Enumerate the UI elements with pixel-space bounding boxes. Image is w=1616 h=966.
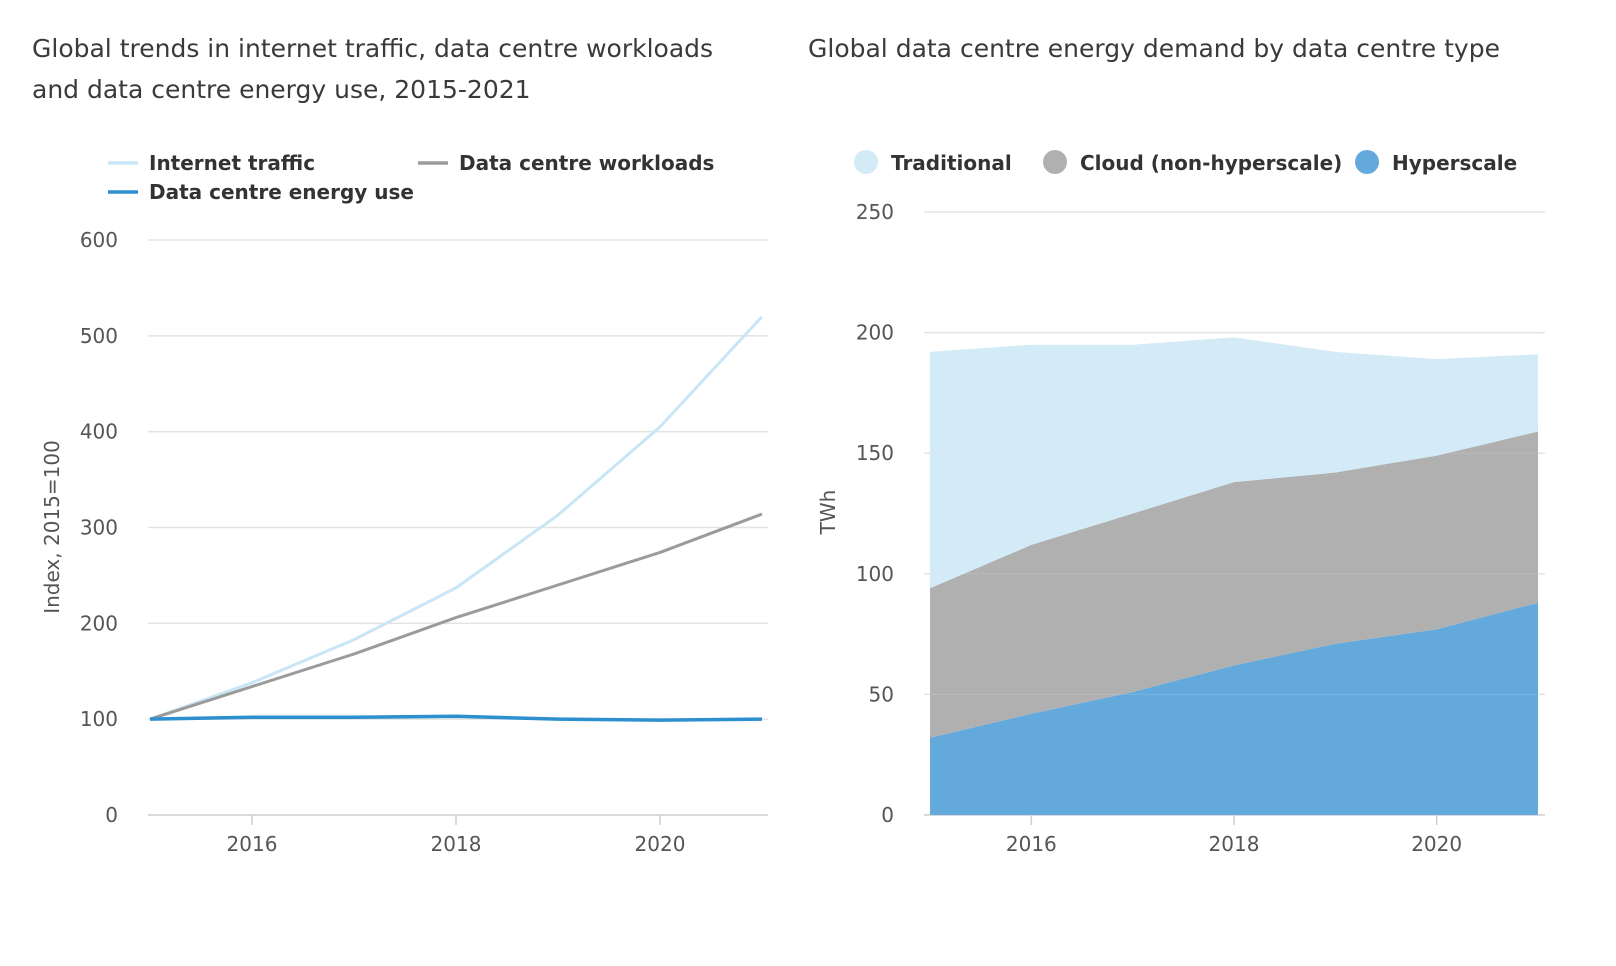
left-y-tick-400: 400 xyxy=(80,420,118,444)
line-data-centre-workloads xyxy=(149,512,763,721)
left-x-tick-2020: 2020 xyxy=(635,832,686,856)
right-y-tick-150: 150 xyxy=(856,441,894,465)
right-y-tick-50: 50 xyxy=(869,682,894,706)
legend-label-hyperscale: Hyperscale xyxy=(1392,151,1517,175)
left-x-tick-2018: 2018 xyxy=(431,832,482,856)
right-chart-title: Global data centre energy demand by data… xyxy=(808,34,1500,63)
right-x-tick-2018: 2018 xyxy=(1209,832,1260,856)
legend-dot-hyperscale xyxy=(1355,150,1379,174)
legend-dot-traditional xyxy=(854,150,878,174)
legend-label-data-centre-energy-use: Data centre energy use xyxy=(149,180,414,204)
right-y-tick-100: 100 xyxy=(856,562,894,586)
left-chart-title: Global trends in internet traffic, data … xyxy=(32,34,714,104)
left-y-axis-title: Index, 2015=100 xyxy=(40,440,64,614)
right-y-tick-200: 200 xyxy=(856,321,894,345)
left-y-tick-200: 200 xyxy=(80,611,118,635)
right-x-tick-2020: 2020 xyxy=(1411,832,1462,856)
area-traditional xyxy=(930,337,1538,589)
legend-label-cloud-non-hyperscale: Cloud (non-hyperscale) xyxy=(1080,151,1342,175)
left-y-tick-500: 500 xyxy=(80,324,118,348)
legend-label-traditional: Traditional xyxy=(891,151,1012,175)
left-y-tick-0: 0 xyxy=(105,803,118,827)
right-y-axis-title: TWh xyxy=(816,490,840,536)
left-y-tick-300: 300 xyxy=(80,516,118,540)
legend-label-internet-traffic: Internet traffic xyxy=(149,151,315,175)
line-internet-traffic xyxy=(149,315,764,721)
right-y-tick-0: 0 xyxy=(881,803,894,827)
right-x-tick-2016: 2016 xyxy=(1006,832,1057,856)
right-y-tick-250: 250 xyxy=(856,200,894,224)
left-y-tick-600: 600 xyxy=(80,228,118,252)
legend-dot-cloud-non-hyperscale xyxy=(1043,150,1067,174)
line-data-centre-energy-use xyxy=(149,714,763,722)
area-hyperscale xyxy=(930,602,1538,815)
legend-label-data-centre-workloads: Data centre workloads xyxy=(459,151,714,175)
left-y-tick-100: 100 xyxy=(80,707,118,731)
area-cloud-non-hyperscale xyxy=(930,431,1538,738)
left-x-tick-2016: 2016 xyxy=(227,832,278,856)
